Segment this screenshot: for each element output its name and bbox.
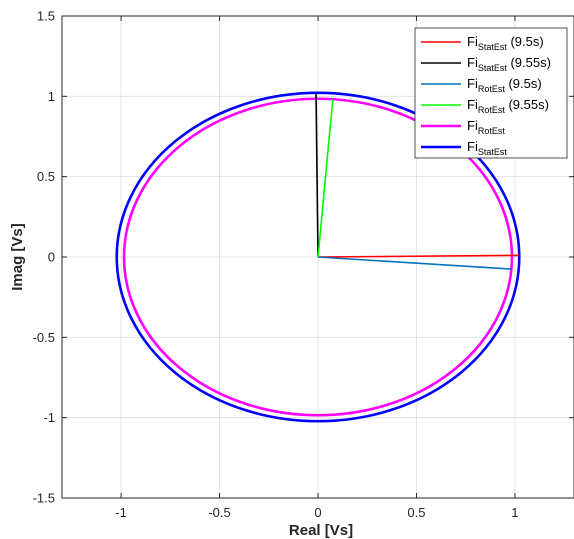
legend-label: FiStatEst [467, 139, 507, 157]
y-tick-label: 0 [48, 250, 55, 265]
tick-marks [62, 15, 574, 499]
legend-label: FiRotEst (9.5s) [467, 76, 542, 94]
x-axis-label: Real [Vs] [289, 522, 353, 539]
y-axis-label: Imag [Vs] [9, 223, 26, 291]
y-tick-label: 1.5 [37, 9, 55, 24]
x-tick-label: -0.5 [208, 505, 230, 520]
y-tick-label: 1 [48, 89, 55, 104]
legend-entry: FiRotEst (9.55s) [421, 97, 549, 115]
y-tick-label: -0.5 [33, 330, 55, 345]
data-curves [115, 91, 521, 423]
legend: FiStatEst (9.5s) FiStatEst (9.55s) FiRotEs… [414, 27, 568, 159]
x-tick-labels: -1 -0.5 0 0.5 1 [115, 505, 518, 520]
x-tick-label: 0.5 [407, 505, 425, 520]
legend-label: FiStatEst (9.5s) [467, 34, 544, 52]
series-circle-rotest [122, 97, 514, 417]
series-vector-rotest-955 [317, 99, 334, 258]
x-tick-label: 0 [314, 505, 321, 520]
y-tick-labels: -1.5 -1 -0.5 0 0.5 1 1.5 [33, 9, 55, 506]
series-vector-statest-955 [315, 93, 319, 258]
y-tick-label: -1 [43, 410, 55, 425]
series-vector-statest-95 [317, 254, 519, 258]
legend-label: FiRotEst [467, 118, 505, 136]
y-tick-label: 0.5 [37, 169, 55, 184]
x-tick-label: -1 [115, 505, 127, 520]
series-circle-statest [115, 91, 521, 423]
legend-entry: FiRotEst (9.5s) [421, 76, 542, 94]
series-vector-rotest-95 [317, 256, 512, 270]
legend-entry: FiRotEst [421, 118, 505, 136]
legend-label: FiRotEst (9.55s) [467, 97, 549, 115]
legend-label: FiStatEst (9.55s) [467, 55, 551, 73]
legend-box [414, 27, 568, 159]
legend-entry: FiStatEst (9.55s) [421, 55, 551, 73]
legend-entry: FiStatEst (9.5s) [421, 34, 544, 52]
x-tick-label: 1 [511, 505, 518, 520]
y-tick-label: -1.5 [33, 491, 55, 506]
legend-entry: FiStatEst [421, 139, 507, 157]
